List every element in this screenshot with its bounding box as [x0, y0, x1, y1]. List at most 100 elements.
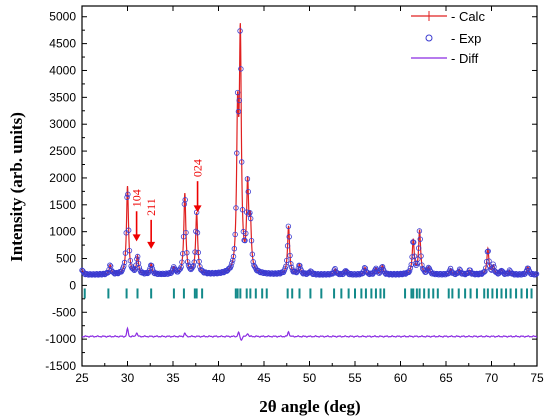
legend-label: - Exp	[451, 31, 481, 46]
exp-point	[233, 205, 239, 211]
x-tick-label: 30	[121, 371, 135, 385]
y-tick-label: -500	[52, 305, 76, 319]
exp-point	[234, 150, 240, 156]
exp-point	[232, 231, 238, 238]
y-axis-title: Intensity (arb. units)	[7, 112, 26, 262]
annotation-label: 024	[191, 159, 205, 177]
legend-label: - Diff	[451, 51, 479, 66]
exp-point	[533, 271, 540, 277]
legend-label: - Calc	[451, 9, 485, 24]
exp-point	[244, 176, 251, 182]
y-tick-label: 3500	[49, 90, 76, 104]
exp-point	[207, 271, 214, 277]
series-exp	[79, 28, 540, 278]
exp-point	[234, 89, 241, 96]
exp-point	[107, 262, 113, 268]
exp-point	[125, 227, 132, 233]
exp-point	[256, 268, 262, 274]
exp-point	[285, 223, 292, 229]
exp-point	[175, 267, 182, 274]
exp-point	[228, 263, 234, 269]
exp-point	[193, 228, 199, 234]
exp-point	[196, 258, 202, 265]
x-tick-label: 75	[530, 371, 544, 385]
y-tick-label: 0	[69, 278, 76, 292]
x-tick-label: 40	[212, 371, 226, 385]
legend: - Calc - Exp - Diff	[411, 9, 485, 66]
y-tick-label: 1500	[49, 198, 76, 212]
exp-point	[451, 270, 457, 276]
exp-point	[376, 270, 382, 276]
exp-point	[190, 263, 197, 269]
y-tick-label: 1000	[49, 225, 76, 239]
exp-point	[447, 265, 454, 272]
exp-point	[239, 159, 245, 165]
exp-point	[229, 257, 236, 263]
exp-point	[416, 228, 423, 234]
exp-point	[183, 229, 189, 236]
y-tick-label: -1500	[45, 359, 76, 373]
peak-annotations: 104 211 024	[130, 159, 205, 249]
x-tick-label: 60	[394, 371, 408, 385]
exp-point	[370, 271, 376, 277]
exp-point	[484, 249, 491, 255]
exp-point	[194, 230, 201, 236]
exp-point	[417, 236, 423, 242]
x-axis-ticks: 25 30 35 40 45 50 55 60 65 70 75	[75, 6, 544, 385]
y-axis-ticks: -1500 -1000 -500 0 500 1000 1500 2000 2500 3000 35…	[45, 10, 537, 373]
exp-point	[209, 269, 215, 276]
exp-point	[442, 271, 449, 278]
x-tick-label: 25	[75, 371, 89, 385]
exp-point	[311, 270, 318, 277]
x-tick-label: 55	[348, 371, 362, 385]
annotation-label: 104	[130, 189, 144, 207]
exp-point	[249, 251, 256, 257]
exp-point	[235, 108, 242, 115]
exp-point	[288, 264, 295, 270]
exp-point	[407, 265, 414, 271]
y-tick-label: -1000	[45, 332, 76, 346]
exp-point	[356, 271, 363, 278]
exp-point	[122, 250, 129, 256]
exp-point	[342, 268, 348, 275]
exp-point	[284, 257, 290, 264]
annotation-arrow-head	[132, 234, 141, 242]
y-tick-label: 4500	[49, 37, 76, 51]
exp-point	[195, 249, 201, 256]
x-tick-label: 65	[439, 371, 453, 385]
exp-point	[147, 265, 153, 272]
exp-point	[415, 245, 422, 251]
exp-point	[286, 234, 292, 240]
exp-point	[379, 264, 386, 270]
exp-point	[206, 269, 212, 276]
y-tick-label: 500	[56, 252, 76, 266]
y-tick-label: 2500	[49, 144, 76, 158]
y-tick-label: 2000	[49, 171, 76, 185]
exp-point	[419, 262, 425, 268]
exp-point	[236, 97, 242, 104]
exp-point	[493, 269, 500, 275]
exp-point	[245, 189, 251, 195]
exp-point	[485, 248, 491, 254]
exp-point	[288, 261, 294, 267]
exp-point	[378, 267, 384, 273]
exp-point	[287, 252, 293, 259]
exp-point	[130, 265, 136, 272]
exp-point	[284, 243, 291, 249]
exp-point	[409, 254, 415, 260]
exp-point	[134, 253, 141, 260]
exp-point	[391, 270, 397, 277]
x-tick-label: 35	[166, 371, 180, 385]
exp-point	[460, 270, 467, 276]
exp-point	[474, 270, 480, 277]
exp-point	[178, 264, 184, 270]
exp-point	[388, 270, 394, 277]
exp-point	[415, 256, 421, 262]
exp-point	[486, 258, 492, 264]
exp-point	[237, 28, 243, 34]
exp-point	[127, 257, 134, 264]
x-axis-title: 2θ angle (deg)	[259, 397, 360, 416]
exp-point	[182, 197, 188, 203]
x-tick-label: 70	[485, 371, 499, 385]
